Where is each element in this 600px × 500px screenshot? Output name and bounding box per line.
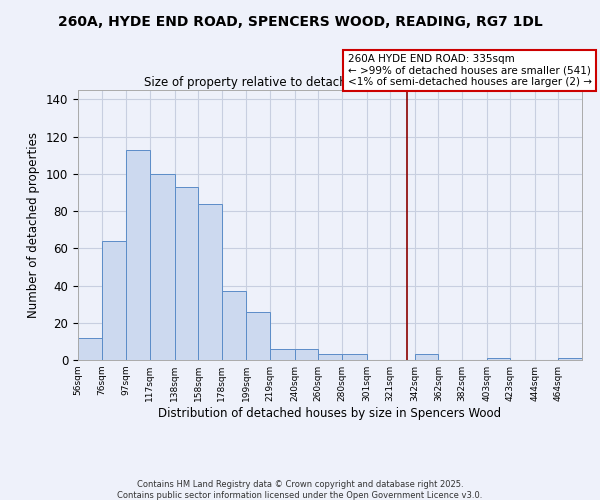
Text: 260A, HYDE END ROAD, SPENCERS WOOD, READING, RG7 1DL: 260A, HYDE END ROAD, SPENCERS WOOD, READ… [58, 15, 542, 29]
Y-axis label: Number of detached properties: Number of detached properties [28, 132, 40, 318]
Bar [126, 150, 150, 360]
Text: 260A HYDE END ROAD: 335sqm
← >99% of detached houses are smaller (541)
<1% of se: 260A HYDE END ROAD: 335sqm ← >99% of det… [347, 54, 592, 88]
Bar [175, 187, 198, 360]
Bar [247, 312, 270, 360]
Text: Contains HM Land Registry data © Crown copyright and database right 2025.
Contai: Contains HM Land Registry data © Crown c… [118, 480, 482, 500]
Bar [78, 338, 101, 360]
Bar [318, 354, 342, 360]
Title: Size of property relative to detached houses in Spencers Wood: Size of property relative to detached ho… [144, 76, 516, 89]
Bar [270, 349, 295, 360]
Bar [150, 174, 175, 360]
Bar [487, 358, 510, 360]
Bar [415, 354, 439, 360]
Bar [342, 354, 367, 360]
Bar [198, 204, 221, 360]
Bar [101, 241, 126, 360]
Bar [221, 291, 247, 360]
X-axis label: Distribution of detached houses by size in Spencers Wood: Distribution of detached houses by size … [158, 407, 502, 420]
Bar [559, 358, 582, 360]
Bar [295, 349, 318, 360]
